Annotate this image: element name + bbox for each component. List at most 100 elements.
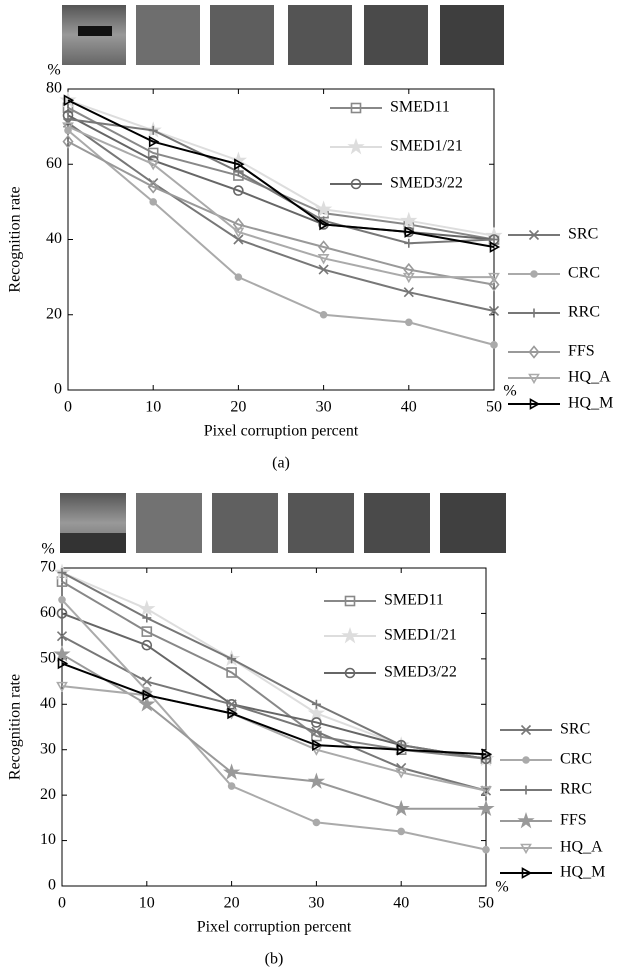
x-tick-label: 0 [64,399,72,416]
data-point [403,262,415,277]
data-point [229,151,248,168]
data-point [488,272,500,284]
y-tick-label: 20 [40,786,56,803]
legend-marker [528,229,540,241]
data-point [147,147,159,159]
data-point [138,599,156,617]
data-point [56,608,68,619]
legend-label: SMED3/22 [390,175,463,192]
data-point [311,717,322,728]
data-point [227,782,236,790]
data-point [232,227,245,239]
y-tick-label: 60 [40,604,56,621]
y-tick-label: 30 [40,740,56,757]
legend-marker [520,843,532,855]
subtitle: (a) [272,455,290,472]
series-line [67,118,495,245]
data-point [142,613,152,623]
legend-label: CRC [568,265,600,282]
data-point [148,135,160,148]
legend-marker [521,785,531,795]
legend-label: FFS [568,343,595,360]
x-tick-label: 50 [486,399,502,416]
plot-frame [67,88,495,391]
data-point [318,240,330,254]
data-point [317,254,330,265]
legend-label: SMED11 [390,99,450,116]
legend-label: SMED11 [384,592,444,609]
legend-marker [522,756,530,764]
legend-label: SRC [568,226,598,243]
data-point [226,699,237,710]
data-point [233,167,243,177]
y-unit: % [41,541,54,558]
y-tick-label: 20 [46,305,62,322]
x-tick-label: 40 [401,399,417,416]
series-line [67,99,495,249]
data-point [58,595,66,604]
series-line [67,129,495,346]
data-point [400,211,418,228]
legend-marker [521,867,533,879]
legend-label: HQ_A [560,839,603,856]
legend-marker [529,398,541,410]
data-point [311,699,321,709]
data-point [138,695,156,712]
data-point [57,568,67,578]
data-point [233,234,244,245]
legend-marker [350,178,362,190]
legend-label: FFS [560,812,587,829]
data-point [141,639,153,651]
x-tick-label: 20 [230,399,246,416]
data-point [404,318,413,327]
data-point [233,185,244,196]
data-point [404,226,415,238]
data-point [480,786,492,797]
data-point [149,198,157,206]
legend-label: SMED3/22 [384,664,457,681]
legend-marker [341,626,359,644]
data-point [226,667,237,678]
data-point [57,657,69,670]
legend-marker [529,308,539,318]
data-point [63,114,73,124]
legend-label: HQ_M [560,864,605,881]
data-point [392,799,410,817]
y-tick-label: 50 [40,650,56,667]
data-point [318,264,329,275]
series-line [61,571,487,760]
x-axis-label: Pixel corruption percent [197,919,352,936]
data-point [232,217,244,232]
x-tick-label: 10 [145,399,161,416]
data-point [147,180,159,194]
legend-label: SMED1/21 [384,627,457,644]
series-line [67,114,495,241]
legend-label: SMED1/21 [390,138,463,155]
x-tick-label: 50 [478,895,494,912]
data-point [402,272,415,284]
data-point [307,704,326,721]
plot-frame [61,567,487,887]
legend-marker [530,270,538,278]
x-tick-label: 20 [224,895,240,912]
y-tick-label: 10 [40,831,56,848]
data-point [307,772,326,789]
data-point [141,676,152,687]
series-line [61,653,486,810]
x-tick-label: 30 [316,399,332,416]
face-images-a [62,5,504,65]
data-point [53,645,71,662]
data-point [311,726,322,737]
y-tick-label: 70 [40,559,56,576]
legend-marker [517,811,535,829]
series-line [67,122,495,312]
data-point [319,218,330,231]
data-point [234,158,245,171]
legend-marker [528,345,540,359]
legend-label: HQ_M [568,395,613,412]
legend-marker [344,595,356,607]
y-tick-label: 80 [46,80,62,97]
y-tick-label: 40 [40,695,56,712]
series-line [67,99,495,237]
